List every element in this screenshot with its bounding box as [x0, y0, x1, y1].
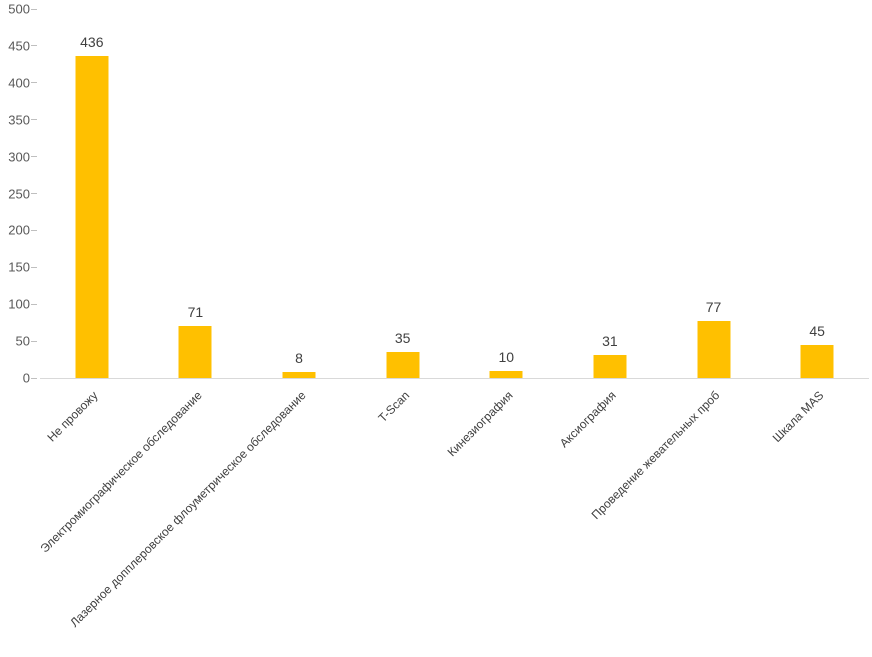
y-tick-label: 50 [15, 333, 30, 349]
y-tick-label: 500 [8, 1, 30, 17]
y-tick-label: 350 [8, 112, 30, 128]
y-tick-label: 100 [8, 296, 30, 312]
x-category-slot: Лазерное допплеровское флоуметрическое о… [67, 379, 351, 657]
bar-slot: 77 [662, 9, 766, 378]
y-tick-mark [31, 377, 37, 379]
bar-value-label: 45 [809, 322, 825, 339]
bar-slot: 436 [40, 9, 144, 378]
bars-container: 436 71 8 35 10 31 77 45 [40, 9, 869, 378]
x-category-slot: Аксиография [557, 379, 662, 657]
bar-value-label: 35 [394, 330, 411, 347]
bar-2 [282, 372, 316, 378]
y-tick-mark [31, 156, 37, 158]
y-tick-mark [31, 82, 37, 84]
bar-value-label: 436 [80, 34, 104, 51]
y-tick-mark [31, 119, 37, 121]
y-tick-label: 200 [8, 222, 30, 238]
bar-value-label: 31 [602, 333, 618, 350]
y-tick-label: 250 [8, 186, 30, 201]
bar-slot: 31 [558, 9, 662, 378]
y-axis: 0 50 100 150 200 250 300 350 400 450 500 [8, 3, 869, 385]
bar-value-label: 8 [295, 350, 303, 367]
bar-value-label: 77 [705, 299, 722, 316]
plot-area: 0 50 100 150 200 250 300 350 400 450 500 436 71 8 35 1… [8, 3, 869, 385]
bar-7 [800, 344, 834, 378]
x-category-label-0: Не провожу [44, 388, 102, 445]
bar-slot: 71 [144, 9, 248, 378]
x-category-slot: Проведение жевательных проб [589, 379, 766, 657]
x-category-slot: Не провожу [40, 379, 144, 657]
y-tick-label: 150 [8, 259, 30, 275]
x-category-slot: T-Scan [351, 379, 455, 657]
bar-slot: 45 [765, 9, 869, 378]
bar-value-label: 71 [187, 303, 204, 320]
bar-4 [489, 370, 523, 378]
bar-1 [178, 325, 212, 378]
x-axis-labels: Не провожу Электромиографическое обследов… [37, 379, 869, 657]
y-tick-mark [31, 8, 37, 10]
bar-3 [386, 352, 420, 378]
y-tick-mark [31, 266, 37, 268]
y-tick-label: 450 [8, 38, 30, 54]
x-category-slot: Электромиографическое обследование [37, 379, 248, 657]
y-tick-label: 300 [8, 149, 30, 165]
bar-0 [75, 56, 109, 378]
bar-slot: 8 [247, 9, 351, 378]
x-category-slot: Шкала MAS [765, 379, 869, 657]
x-category-label-5: Аксиография [557, 388, 620, 451]
bar-slot: 10 [455, 9, 559, 378]
x-category-label-3: T-Scan [375, 388, 412, 426]
y-tick-mark [31, 229, 37, 231]
bar-slot: 35 [351, 9, 455, 378]
y-tick-label: 400 [8, 75, 30, 91]
bar-6 [697, 321, 731, 378]
bar-5 [593, 355, 627, 378]
y-tick-mark [31, 303, 37, 305]
y-tick-label: 0 [22, 370, 30, 386]
x-category-label-7: Шкала MAS [769, 388, 827, 446]
y-tick-mark [31, 193, 37, 194]
bar-value-label: 10 [498, 348, 515, 365]
y-tick-mark [31, 340, 37, 342]
x-category-slot: Кинезиография [444, 379, 559, 657]
x-category-label-4: Кинезиография [444, 388, 516, 460]
y-tick-mark [31, 45, 37, 47]
